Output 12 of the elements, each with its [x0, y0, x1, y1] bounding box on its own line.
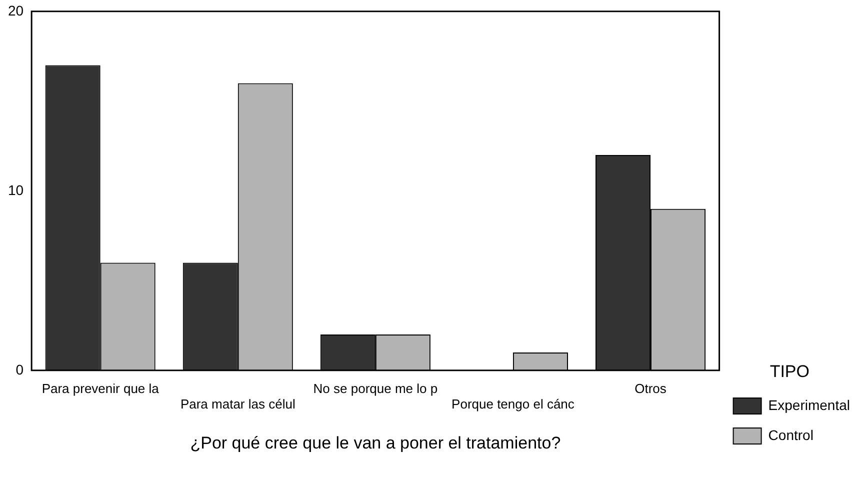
- legend-title: TIPO: [770, 362, 810, 381]
- y-tick-label: 20: [8, 2, 24, 18]
- x-axis-title: ¿Por qué cree que le van a poner el tratamiento?: [190, 433, 561, 452]
- legend-label: Control: [768, 426, 814, 443]
- x-tick-label: Porque tengo el cánc: [452, 396, 575, 412]
- x-tick-label: Otros: [634, 380, 667, 396]
- x-tick-label: Para matar las célul: [180, 396, 296, 412]
- y-tick-label: 10: [8, 182, 24, 198]
- legend-label: Experimental: [768, 396, 850, 413]
- x-tick-label: No se porque me lo p: [313, 380, 438, 396]
- x-tick-label: Para prevenir que la: [42, 380, 160, 396]
- y-tick-label: 0: [16, 361, 24, 378]
